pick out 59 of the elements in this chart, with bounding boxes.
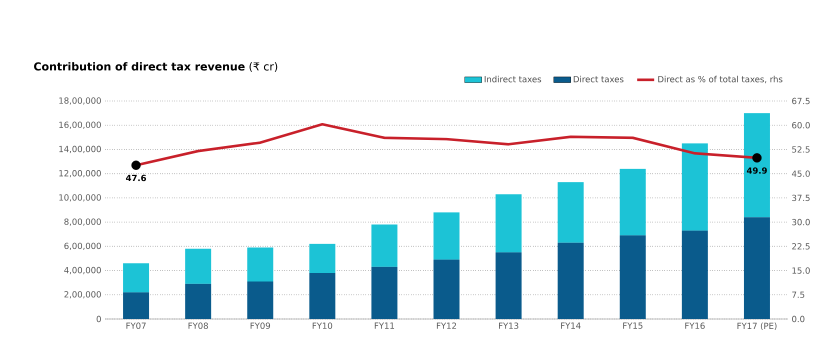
legend-label: Direct taxes bbox=[574, 76, 624, 82]
data-label: 47.6 bbox=[126, 174, 146, 182]
y-tick-label: 12,00,000 bbox=[59, 170, 101, 178]
x-tick-label: FY09 bbox=[250, 322, 270, 329]
y-tick-label: 8,00,000 bbox=[64, 218, 101, 226]
y2-tick-label: 22.5 bbox=[792, 243, 810, 250]
y-tick-label: 10,00,000 bbox=[59, 194, 101, 202]
y2-tick-label: 52.5 bbox=[792, 146, 810, 153]
x-tick-label: FY07 bbox=[126, 322, 146, 329]
bar bbox=[558, 182, 584, 243]
bar bbox=[744, 113, 770, 218]
y-tick-label: 6,00,000 bbox=[64, 242, 101, 250]
bar bbox=[123, 292, 150, 319]
bar bbox=[682, 230, 708, 319]
bar bbox=[247, 281, 274, 319]
bar bbox=[620, 168, 646, 236]
y-tick-label: 2,00,000 bbox=[64, 291, 101, 298]
bar bbox=[371, 266, 398, 319]
y2-tick-label: 60.0 bbox=[792, 122, 810, 128]
legend-label: Direct as % of total taxes, rhs bbox=[658, 76, 782, 84]
y-tick-label: 16,00,000 bbox=[59, 122, 101, 129]
y2-tick-label: 30.0 bbox=[792, 218, 810, 226]
y-tick-label: 0 bbox=[96, 316, 101, 322]
data-label: 49.9 bbox=[746, 167, 767, 174]
y2-tick-label: 67.5 bbox=[792, 98, 810, 104]
bar bbox=[371, 224, 398, 267]
chart-title: Contribution of direct tax revenue (₹ cr) bbox=[34, 62, 278, 72]
y-tick-label: 18,00,000 bbox=[59, 97, 101, 105]
y-tick-label: 14,00,000 bbox=[59, 146, 101, 154]
y-tick-label: 4,00,000 bbox=[64, 266, 101, 274]
bar bbox=[185, 284, 212, 319]
bar bbox=[247, 248, 274, 282]
y2-tick-label: 0.0 bbox=[792, 316, 804, 322]
bar bbox=[682, 143, 708, 231]
legend-label: Indirect taxes bbox=[484, 76, 542, 82]
bar bbox=[744, 217, 770, 319]
x-tick-label: FY10 bbox=[312, 322, 332, 329]
x-tick-label: FY12 bbox=[436, 322, 456, 329]
y2-tick-label: 15.0 bbox=[792, 267, 810, 274]
bar bbox=[185, 248, 212, 284]
x-tick-label: FY13 bbox=[499, 322, 518, 329]
bar bbox=[434, 260, 460, 319]
bar bbox=[496, 194, 522, 252]
bar bbox=[123, 263, 150, 292]
x-tick-label: FY17 (PE) bbox=[738, 322, 777, 330]
bar bbox=[309, 272, 336, 319]
y2-tick-label: 45.0 bbox=[792, 170, 810, 177]
x-tick-label: FY11 bbox=[374, 322, 394, 329]
x-tick-label: FY08 bbox=[188, 322, 208, 329]
bar bbox=[496, 252, 522, 319]
bar bbox=[309, 244, 336, 273]
x-tick-label: FY16 bbox=[685, 322, 705, 329]
x-tick-label: FY14 bbox=[561, 322, 581, 329]
bar bbox=[434, 212, 460, 260]
bar bbox=[558, 242, 584, 319]
y2-tick-label: 37.5 bbox=[792, 194, 810, 202]
x-tick-label: FY15 bbox=[623, 322, 642, 329]
y2-tick-label: 7.5 bbox=[792, 292, 804, 298]
bar bbox=[620, 235, 646, 319]
